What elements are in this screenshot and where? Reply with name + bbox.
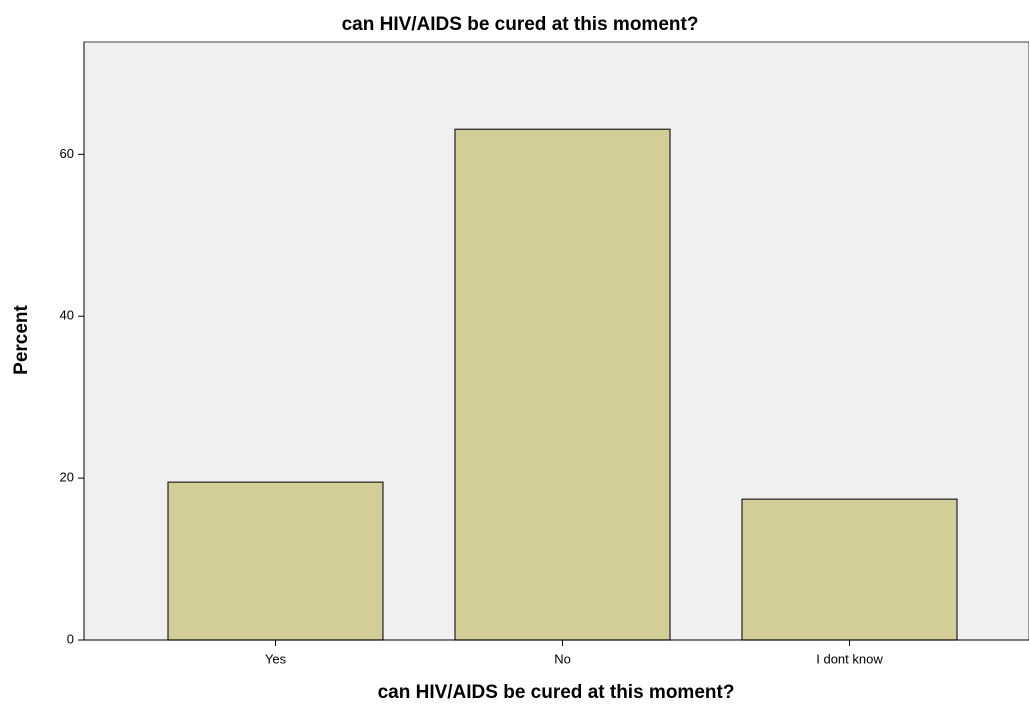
x-tick-label: No: [554, 651, 571, 666]
y-tick-label: 60: [60, 146, 74, 161]
x-axis-label: can HIV/AIDS be cured at this moment?: [378, 682, 735, 703]
bar: [454, 128, 671, 641]
x-tick-label: Yes: [265, 651, 287, 666]
y-tick-label: 20: [60, 470, 74, 485]
y-tick-label: 0: [67, 631, 74, 646]
bar: [741, 498, 958, 641]
chart-title: can HIV/AIDS be cured at this moment?: [342, 14, 699, 35]
y-tick-label: 40: [60, 308, 74, 323]
y-axis-label: Percent: [11, 304, 32, 374]
x-tick-label: I dont know: [816, 651, 883, 666]
bar: [167, 481, 384, 641]
